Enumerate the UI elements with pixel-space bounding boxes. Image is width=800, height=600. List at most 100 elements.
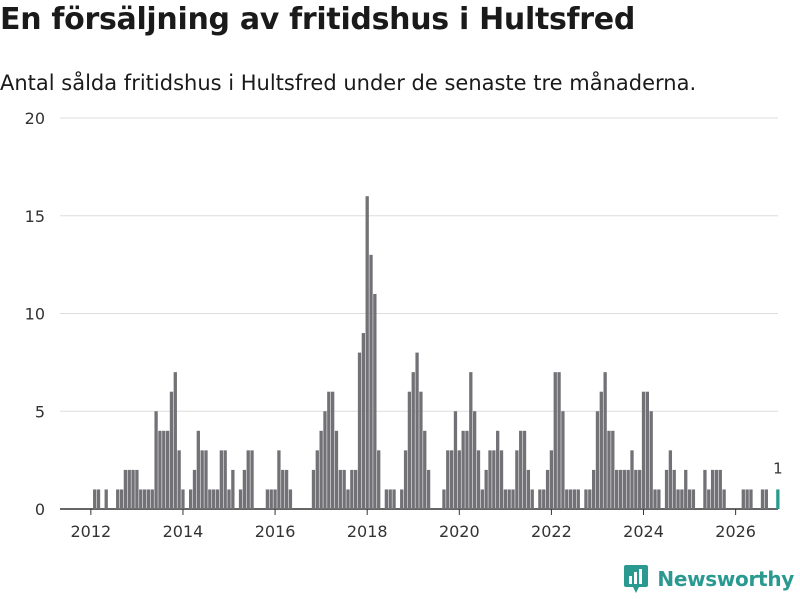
bar: [668, 450, 673, 509]
last-value-label: 1: [773, 459, 783, 477]
bar: [557, 372, 561, 509]
chart-subtitle: Antal sålda fritidshus i Hultsfred under…: [0, 71, 697, 95]
bar: [515, 450, 519, 509]
bar: [691, 489, 696, 509]
bar: [469, 372, 473, 509]
bar: [718, 469, 722, 509]
bar: [242, 469, 247, 509]
bar: [338, 469, 342, 509]
bar: [549, 450, 554, 509]
bar: [146, 489, 151, 509]
bar: [760, 489, 765, 509]
bar: [116, 489, 120, 509]
bar: [208, 489, 212, 509]
bar: [284, 469, 289, 509]
bar: [603, 372, 607, 509]
bar: [173, 372, 177, 509]
bar: [403, 450, 408, 509]
bar: [496, 430, 500, 509]
bar: [607, 430, 611, 509]
x-axis-ticks: 2012 2014 2016 2018 2020 2022 2024 2026: [70, 509, 756, 541]
bar: [710, 469, 715, 509]
bar: [745, 489, 749, 509]
bar: [499, 450, 504, 509]
bar: [676, 489, 680, 509]
bar: [423, 430, 427, 509]
bar: [553, 372, 557, 509]
bar: [411, 372, 415, 509]
bar: [104, 489, 108, 509]
bar: [319, 430, 323, 509]
bar: [169, 391, 174, 509]
bar: [377, 450, 381, 509]
bar: [473, 411, 477, 509]
brand-name: Newsworthy: [657, 567, 794, 591]
bar: [641, 391, 646, 509]
bar: [530, 489, 534, 509]
highlighted-bar: [776, 489, 780, 509]
bar: [542, 489, 546, 509]
bar: [200, 450, 204, 509]
annotations: 1: [773, 459, 783, 477]
bar: [392, 489, 396, 509]
bar: [507, 489, 511, 509]
bar: [622, 469, 626, 509]
bar: [680, 489, 684, 509]
x-tick-label: 2016: [255, 522, 296, 541]
bars: [93, 196, 780, 509]
bar: [369, 254, 373, 509]
bar: [634, 469, 638, 509]
bar: [511, 489, 515, 509]
bar: [561, 411, 565, 509]
bar: [565, 489, 569, 509]
bar: [764, 489, 768, 509]
x-tick-label: 2018: [347, 522, 388, 541]
bar: [238, 489, 243, 509]
bar: [331, 391, 335, 509]
bar: [131, 469, 135, 509]
y-tick-label: 20: [25, 109, 45, 128]
bar: [741, 489, 745, 509]
bar: [461, 430, 465, 509]
bar: [327, 391, 331, 509]
bar: [315, 450, 319, 509]
bar: [687, 489, 692, 509]
bar: [526, 469, 531, 509]
bar: [127, 469, 131, 509]
bar-chart-pin-icon: [624, 565, 649, 593]
bar: [415, 352, 419, 509]
bar: [545, 469, 550, 509]
x-tick-label: 2022: [531, 522, 572, 541]
bar: [188, 489, 193, 509]
bar: [599, 391, 603, 509]
x-tick-label: 2020: [439, 522, 480, 541]
bar: [219, 450, 223, 509]
bar: [615, 469, 619, 509]
bar: [476, 450, 481, 509]
bar: [649, 411, 653, 509]
bar: [707, 489, 711, 509]
bar: [664, 469, 669, 509]
bar: [522, 430, 527, 509]
bar: [611, 430, 615, 509]
bar: [158, 430, 162, 509]
bar: [288, 489, 293, 509]
bar: [453, 411, 458, 509]
bar: [281, 469, 285, 509]
bar: [162, 430, 166, 509]
bar: [177, 450, 181, 509]
bar: [142, 489, 147, 509]
bar: [618, 469, 623, 509]
bar: [684, 469, 688, 509]
bar: [407, 391, 412, 509]
bar: [334, 430, 339, 509]
bar: [672, 469, 676, 509]
bar: [630, 450, 634, 509]
bar: [212, 489, 216, 509]
newsworthy-logo: Newsworthy: [623, 564, 794, 594]
bar: [192, 469, 197, 509]
bar: [576, 489, 580, 509]
bar: [722, 489, 726, 509]
bar: [503, 489, 507, 509]
bar: [584, 489, 588, 509]
